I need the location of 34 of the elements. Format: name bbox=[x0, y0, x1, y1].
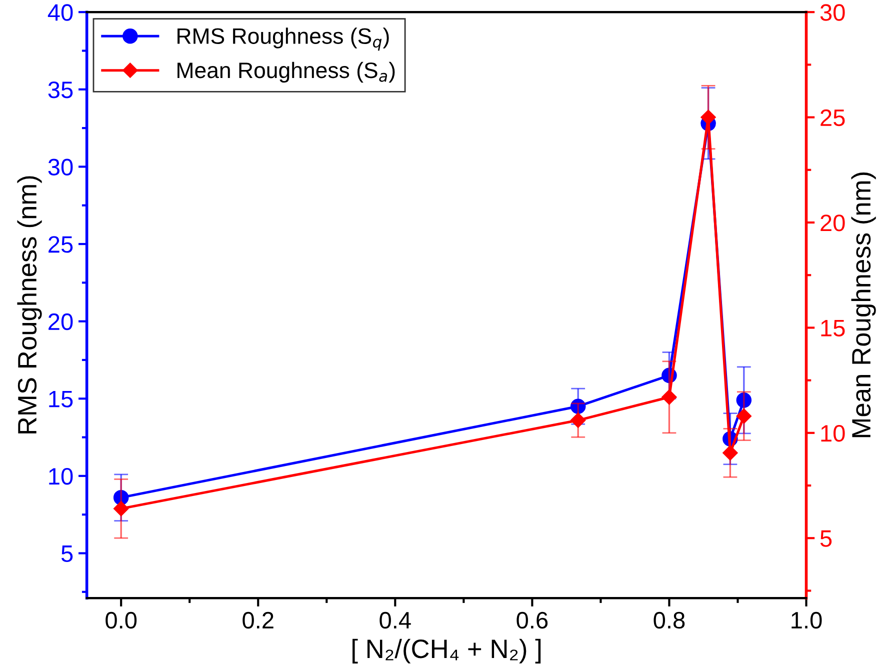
x-axis-title: [ N₂/(CH₄ + N₂) ] bbox=[352, 638, 541, 664]
x-tick-label: 0.8 bbox=[654, 612, 685, 629]
point bbox=[736, 408, 752, 424]
y-tick-label: 35 bbox=[48, 81, 73, 98]
legend-label: RMS Roughness (S$_{q}$) bbox=[178, 28, 389, 51]
point bbox=[736, 392, 752, 408]
y-tick-label: 10 bbox=[49, 468, 73, 485]
point bbox=[570, 398, 586, 414]
y-tick-label: 30 bbox=[48, 158, 73, 176]
x-tick-label: 1.0 bbox=[792, 612, 822, 629]
y-tick-label: 25 bbox=[48, 236, 73, 253]
x-tick-label: 0.4 bbox=[380, 612, 411, 629]
x-tick-label: 0.0 bbox=[106, 612, 137, 629]
point bbox=[114, 501, 129, 516]
y2-tick-label: 20 bbox=[820, 214, 845, 232]
y-tick-label: 20 bbox=[48, 313, 73, 330]
y2-tick-label: 15 bbox=[821, 320, 845, 336]
y2-axis-title: Mean Roughness (nm) bbox=[851, 172, 876, 438]
y2-tick-label: 25 bbox=[820, 109, 845, 126]
point bbox=[113, 490, 129, 506]
y-tick-label: 5 bbox=[61, 546, 73, 562]
y-tick-label: 15 bbox=[49, 390, 73, 408]
y-axis-title: RMS Roughness (nm) bbox=[17, 176, 42, 434]
y2-tick-label: 30 bbox=[820, 4, 845, 21]
y-tick-label: 40 bbox=[48, 4, 73, 21]
y2-tick-label: 5 bbox=[820, 530, 832, 547]
x-tick-label: 0.2 bbox=[242, 612, 274, 629]
y2-tick-label: 10 bbox=[821, 424, 845, 442]
point bbox=[570, 412, 586, 428]
x-tick-label: 0.6 bbox=[516, 612, 548, 629]
point bbox=[722, 445, 738, 460]
legend-label: Mean Roughness (S$_{a}$) bbox=[178, 62, 395, 83]
point bbox=[662, 390, 677, 405]
point bbox=[700, 110, 716, 125]
